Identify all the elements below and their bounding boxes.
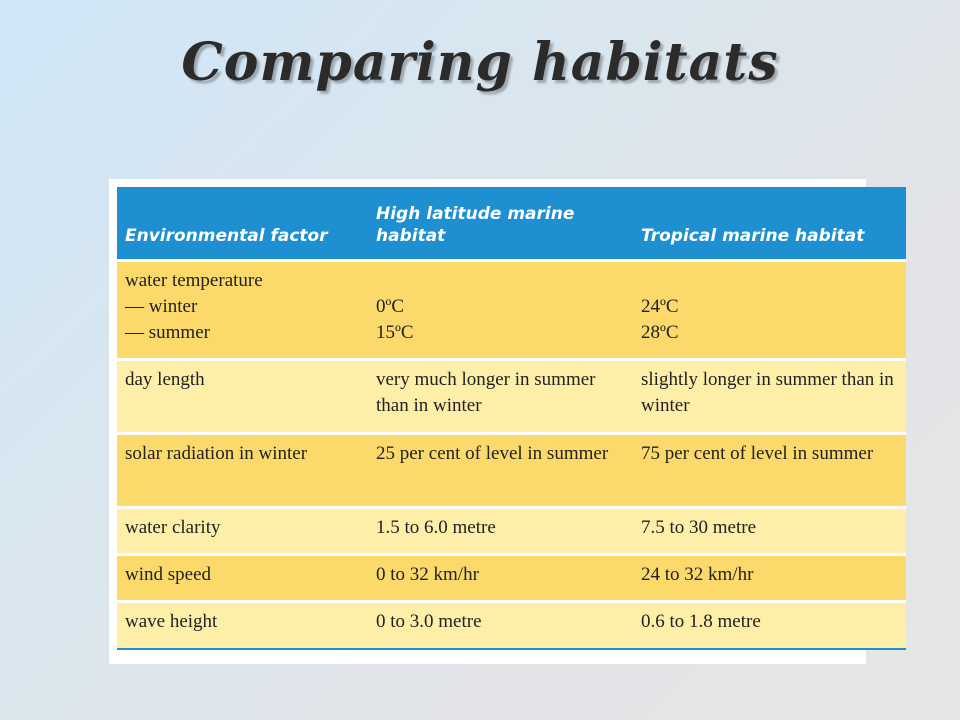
table-cell-tropical: 24ºC 28ºC — [633, 259, 906, 360]
table-row-water-clarity: water clarity 1.5 to 6.0 metre 7.5 to 30… — [117, 506, 906, 555]
table-cell-factor: water clarity — [117, 506, 368, 555]
table-cell-high-latitude: 1.5 to 6.0 metre — [368, 506, 633, 555]
table-cell-factor: water temperature — winter — summer — [117, 259, 368, 360]
table-cell-high-latitude: 0 to 3.0 metre — [368, 600, 633, 650]
high-summer-value: 15ºC — [376, 322, 414, 343]
slide-title: Comparing habitats — [181, 32, 779, 93]
table-header-row: Environmental factor High latitude marin… — [117, 187, 906, 261]
table-cell-tropical: 24 to 32 km/hr — [633, 553, 906, 602]
table-cell-factor: wave height — [117, 600, 368, 650]
trop-winter-value: 24ºC — [641, 296, 679, 317]
table-cell-tropical: 0.6 to 1.8 metre — [633, 600, 906, 650]
trop-summer-value: 28ºC — [641, 322, 679, 343]
table-cell-high-latitude: very much longer in summer than in winte… — [368, 358, 633, 434]
header-environmental-factor: Environmental factor — [117, 187, 368, 261]
table-row-solar-radiation: solar radiation in winter 25 per cent of… — [117, 432, 906, 508]
habitat-comparison-table: Environmental factor High latitude marin… — [117, 187, 906, 650]
temperature-summer-label: — summer — [125, 322, 210, 343]
table-row-wave-height: wave height 0 to 3.0 metre 0.6 to 1.8 me… — [117, 600, 906, 650]
header-high-latitude: High latitude marine habitat — [368, 187, 633, 261]
habitat-table-frame: Environmental factor High latitude marin… — [109, 179, 906, 664]
table-row-water-temperature: water temperature — winter — summer 0ºC … — [117, 259, 906, 360]
temperature-label: water temperature — [125, 270, 263, 291]
table-row-day-length: day length very much longer in summer th… — [117, 358, 906, 434]
table-row-wind-speed: wind speed 0 to 32 km/hr 24 to 32 km/hr — [117, 553, 906, 602]
table-cell-factor: day length — [117, 358, 368, 434]
table-cell-high-latitude: 0ºC 15ºC — [368, 259, 633, 360]
table-cell-tropical: slightly longer in summer than in winter — [633, 358, 906, 434]
table-cell-tropical: 75 per cent of level in summer — [633, 432, 906, 508]
table-cell-factor: wind speed — [117, 553, 368, 602]
table-cell-tropical: 7.5 to 30 metre — [633, 506, 906, 555]
table-cell-high-latitude: 0 to 32 km/hr — [368, 553, 633, 602]
temperature-winter-label: — winter — [125, 296, 198, 317]
header-tropical: Tropical marine habitat — [633, 187, 906, 261]
table-cell-factor: solar radiation in winter — [117, 432, 368, 508]
table-cell-high-latitude: 25 per cent of level in summer — [368, 432, 633, 508]
high-winter-value: 0ºC — [376, 296, 405, 317]
